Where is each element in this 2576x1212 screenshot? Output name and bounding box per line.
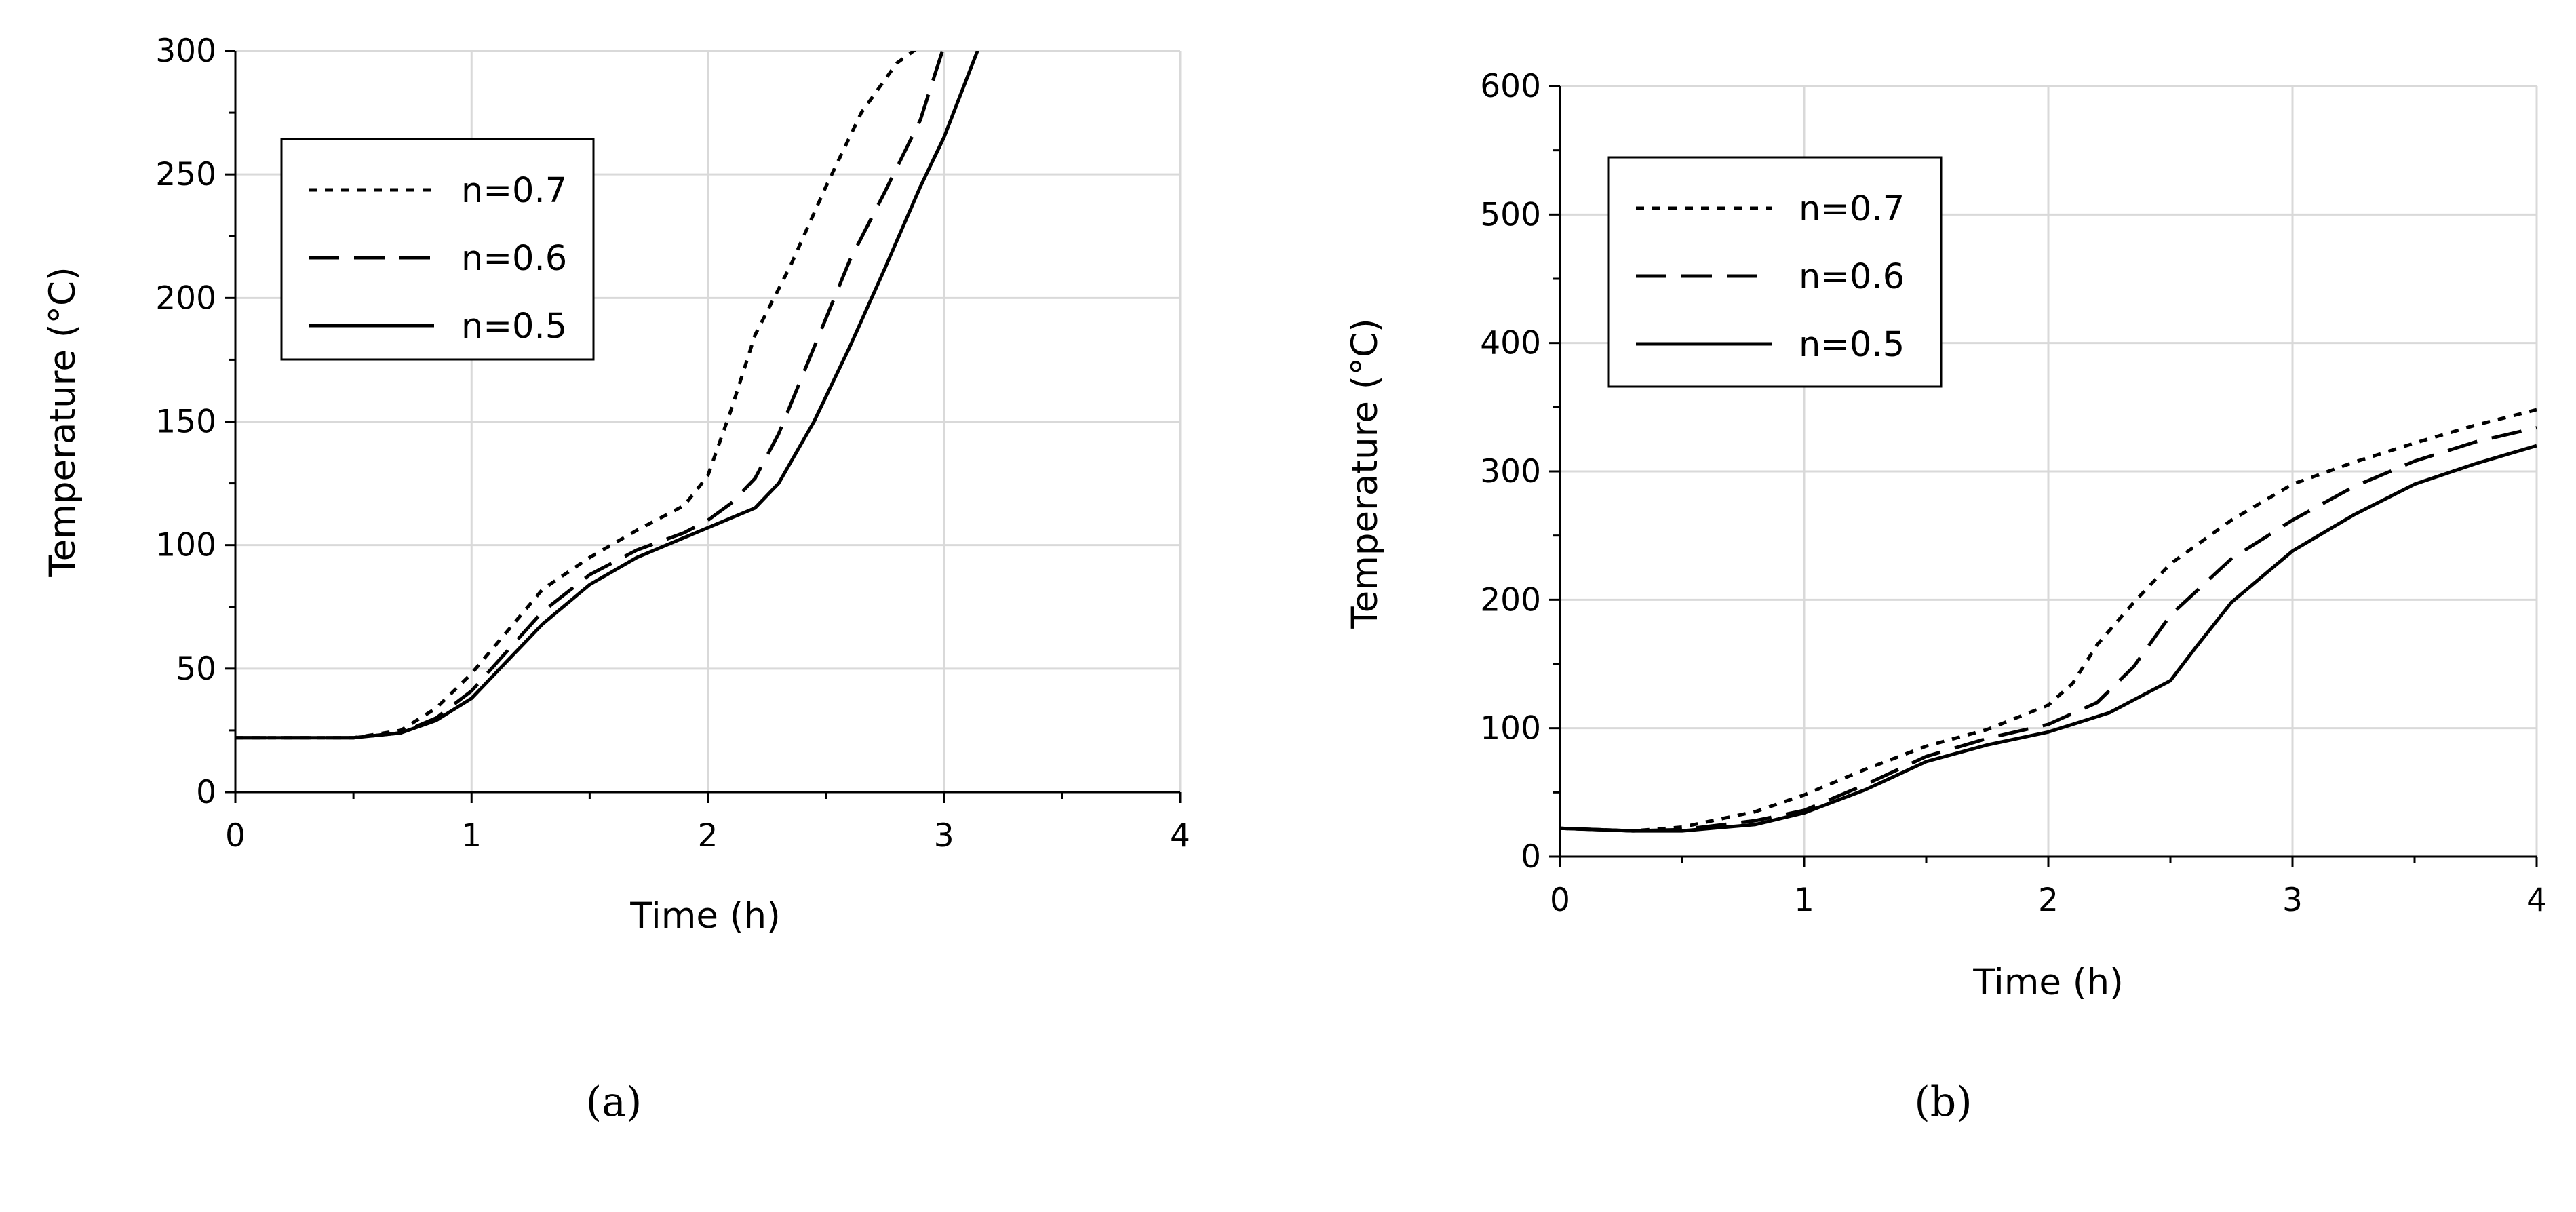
y-axis-title-a: Temperature (°C) [42,267,83,577]
y-tick-label-b: 600 [1480,68,1541,105]
series-line-n-06-b [1560,426,2537,833]
y-tick-label-a: 200 [155,279,216,317]
legend-label-b: n=0.7 [1799,189,1905,229]
legend-box-a [280,138,595,361]
legend-box-b [1607,156,1943,388]
panel-label-b: (b) [1914,1078,1972,1126]
x-axis-title-b: Time (h) [1972,962,2124,1003]
x-tick-label-a: 2 [698,817,718,855]
x-tick-label-b: 4 [2526,882,2547,919]
x-tick-label-b: 0 [1550,882,1570,919]
x-tick-label-a: 3 [934,817,954,855]
y-tick-label-b: 0 [1521,838,1541,876]
series-line-n-06-a [235,51,945,740]
chart-panel-a: 0 50 100 150 200 250 300 0 1 2 3 4 Time (h) Tempera… [42,33,1190,1126]
series-b [1560,408,2537,833]
y-tick-label-b: 300 [1480,453,1541,490]
x-tick-label-b: 3 [2282,882,2303,919]
y-tick-label-a: 150 [155,404,216,441]
y-tick-label-b: 500 [1480,196,1541,233]
legend-a: n=0.7 n=0.6 n=0.5 [280,138,595,361]
x-tick-label-b: 2 [2038,882,2058,919]
x-tick-label-a: 1 [461,817,482,855]
y-tick-label-b: 400 [1480,325,1541,362]
y-tick-label-a: 300 [155,33,216,70]
legend-b: n=0.7 n=0.6 n=0.5 [1607,156,1943,388]
legend-label-a: n=0.5 [461,307,567,347]
series-line-n-07-b [1560,408,2537,833]
y-axis-title-b: Temperature (°C) [1344,318,1386,629]
x-tick-label-a: 4 [1170,817,1190,855]
y-tick-label-b: 200 [1480,581,1541,619]
x-axis-title-a: Time (h) [629,895,781,937]
legend-label-b: n=0.5 [1799,325,1905,365]
y-tick-label-a: 250 [155,156,216,193]
ticks-b: 0 100 200 300 400 500 600 0 1 2 3 4 [1480,68,2547,919]
series-a [235,51,979,740]
legend-label-b: n=0.6 [1799,257,1905,297]
y-tick-label-a: 100 [155,527,216,564]
x-tick-label-b: 1 [1794,882,1814,919]
y-tick-label-b: 100 [1480,710,1541,747]
chart-panel-b: 0 100 200 300 400 500 600 0 1 2 3 4 Time (h) Temper… [1344,68,2547,1126]
series-line-n-05-b [1560,444,2537,833]
ticks-a: 0 50 100 150 200 250 300 0 1 2 3 4 [155,33,1190,855]
y-tick-label-a: 0 [196,774,216,811]
panel-label-a: (a) [586,1078,642,1126]
x-tick-label-a: 0 [225,817,246,855]
series-line-n-05-a [235,51,979,740]
legend-label-a: n=0.6 [461,239,567,279]
y-tick-label-a: 50 [176,650,216,688]
legend-label-a: n=0.7 [461,171,567,211]
series-line-n-07-a [235,51,917,740]
